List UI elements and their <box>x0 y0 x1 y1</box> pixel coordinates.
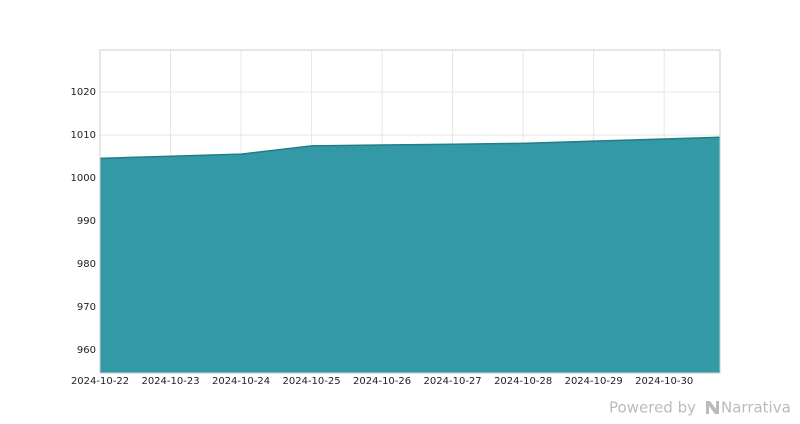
x-tick-label: 2024-10-26 <box>353 376 411 387</box>
x-tick-label: 2024-10-30 <box>635 376 693 387</box>
plot <box>99 49 721 374</box>
y-tick-label: 970 <box>77 302 96 313</box>
area <box>100 137 720 373</box>
x-tick-label: 2024-10-24 <box>212 376 270 387</box>
y-tick-label: 960 <box>77 345 96 356</box>
brand-logo <box>706 401 719 414</box>
y-tick-label: 1000 <box>71 173 96 184</box>
x-tick-label: 2024-10-27 <box>424 376 482 387</box>
x-tick-label: 2024-10-29 <box>565 376 623 387</box>
y-tick-label: 1010 <box>71 130 96 141</box>
y-tick-label: 980 <box>77 259 96 270</box>
y-tick-label: 990 <box>77 216 96 227</box>
footer-text: Powered by <box>609 399 696 417</box>
x-tick-label: 2024-10-25 <box>283 376 341 387</box>
x-tick-label: 2024-10-28 <box>494 376 552 387</box>
y-tick-label: 1020 <box>71 87 96 98</box>
x-tick-label: 2024-10-23 <box>141 376 199 387</box>
plot-frame <box>99 49 721 374</box>
x-tick-label: 2024-10-22 <box>71 376 129 387</box>
footer-brand: Narrativa <box>721 399 791 417</box>
area-line <box>99 136 721 160</box>
